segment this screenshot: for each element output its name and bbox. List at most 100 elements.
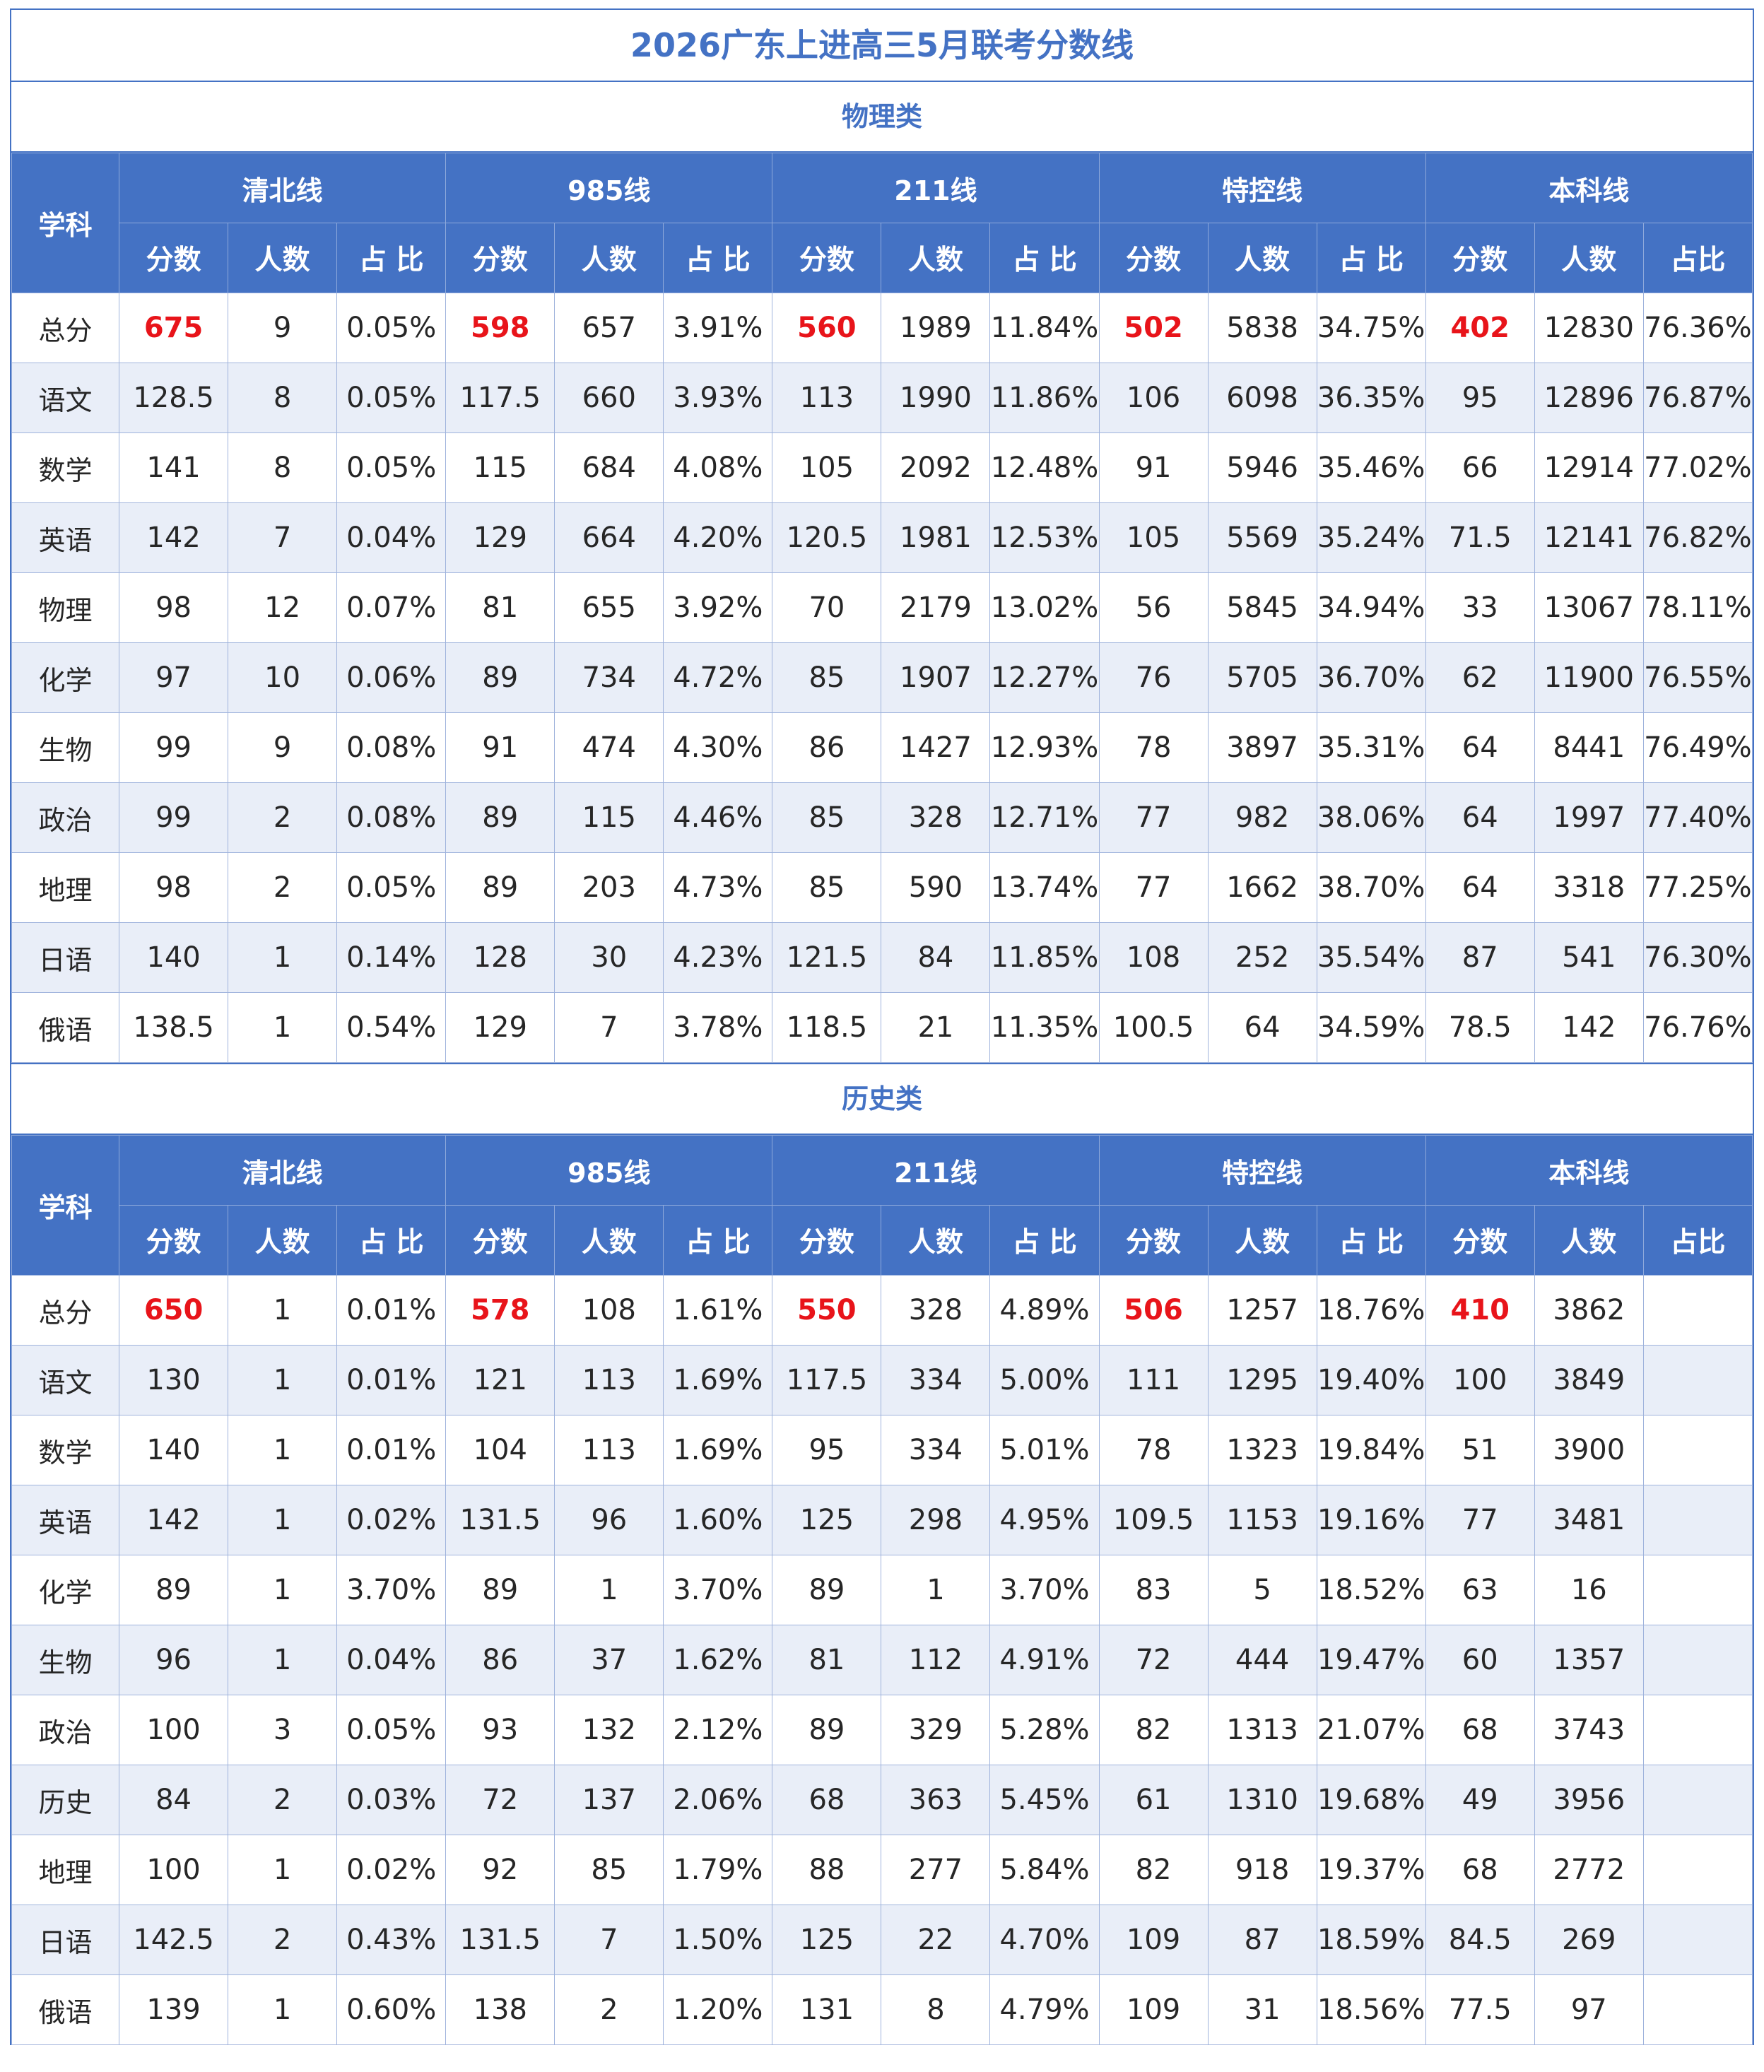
score-cell: 138.5 <box>119 992 229 1063</box>
ratio-cell: 2.06% <box>663 1765 773 1835</box>
score-cell: 410 <box>1425 1275 1535 1346</box>
ratio-cell: 3.70% <box>989 1555 1100 1625</box>
ratio-cell: 5.01% <box>989 1415 1100 1485</box>
table-row: 政治 99 2 0.08% 89 115 4.46% 85 328 12.71% 77 982 38.0… <box>11 782 1753 853</box>
subject-cell: 日语 <box>11 922 120 993</box>
table-row: 历史 84 2 0.03% 72 137 2.06% 68 363 5.45% 61 1310 19.6… <box>11 1765 1753 1835</box>
score-cell: 91 <box>1098 432 1209 503</box>
score-cell: 125 <box>772 1485 882 1555</box>
score-cell: 49 <box>1425 1765 1535 1835</box>
count-cell: 10 <box>228 642 338 713</box>
count-cell: 5845 <box>1207 572 1317 643</box>
count-cell: 7 <box>554 992 664 1063</box>
ratio-cell: 3.92% <box>663 572 773 643</box>
ratio-cell <box>1642 1555 1753 1625</box>
sub-header: 分数 <box>445 1205 555 1276</box>
score-cell: 77 <box>1098 782 1209 853</box>
score-cell: 97 <box>119 642 229 713</box>
score-cell: 85 <box>772 852 882 923</box>
count-cell: 5705 <box>1207 642 1317 713</box>
score-cell: 95 <box>1425 363 1535 433</box>
ratio-cell: 76.76% <box>1642 992 1753 1063</box>
score-cell: 51 <box>1425 1415 1535 1485</box>
section-title-history: 历史类 <box>11 1063 1753 1135</box>
ratio-cell: 0.03% <box>336 1765 447 1835</box>
table-row: 俄语 139 1 0.60% 138 2 1.20% 131 8 4.79% 109 31 18.56%… <box>11 1974 1753 2045</box>
subject-cell: 英语 <box>11 502 120 573</box>
group-header: 清北线 <box>119 1135 447 1206</box>
count-cell: 142 <box>1534 992 1644 1063</box>
subject-cell: 地理 <box>11 852 120 923</box>
score-cell: 100 <box>119 1835 229 1905</box>
count-cell: 8 <box>228 363 338 433</box>
ratio-cell: 5.00% <box>989 1345 1100 1415</box>
ratio-cell: 1.79% <box>663 1835 773 1905</box>
ratio-cell: 18.76% <box>1316 1275 1426 1346</box>
table-row: 日语 140 1 0.14% 128 30 4.23% 121.5 84 11.85% 108 252… <box>11 922 1753 993</box>
ratio-cell: 4.23% <box>663 922 773 993</box>
ratio-cell: 77.25% <box>1642 852 1753 923</box>
count-cell: 203 <box>554 852 664 923</box>
count-cell: 1997 <box>1534 782 1644 853</box>
sub-header: 分数 <box>772 223 882 293</box>
subject-cell: 数学 <box>11 432 120 503</box>
score-cell: 120.5 <box>772 502 882 573</box>
ratio-cell: 1.69% <box>663 1415 773 1485</box>
count-cell: 2 <box>228 852 338 923</box>
ratio-cell: 76.87% <box>1642 363 1753 433</box>
score-cell: 95 <box>772 1415 882 1485</box>
ratio-cell: 0.54% <box>336 992 447 1063</box>
group-header: 211线 <box>772 1135 1100 1206</box>
ratio-cell: 4.46% <box>663 782 773 853</box>
table-row: 生物 99 9 0.08% 91 474 4.30% 86 1427 12.93% 78 3897 35… <box>11 712 1753 783</box>
count-cell: 918 <box>1207 1835 1317 1905</box>
ratio-cell: 0.05% <box>336 432 447 503</box>
table-row: 化学 97 10 0.06% 89 734 4.72% 85 1907 12.27% 76 5705 3… <box>11 642 1753 713</box>
table-row: 总分 675 9 0.05% 598 657 3.91% 560 1989 11.84% 502 58… <box>11 293 1753 363</box>
subject-cell: 日语 <box>11 1905 120 1975</box>
ratio-cell: 35.24% <box>1316 502 1426 573</box>
score-cell: 91 <box>445 712 555 783</box>
score-cell: 84 <box>119 1765 229 1835</box>
subject-cell: 化学 <box>11 642 120 713</box>
ratio-cell: 19.16% <box>1316 1485 1426 1555</box>
ratio-cell <box>1642 1695 1753 1765</box>
count-cell: 1 <box>228 1625 338 1695</box>
count-cell: 22 <box>881 1905 991 1975</box>
count-cell: 660 <box>554 363 664 433</box>
score-cell: 72 <box>445 1765 555 1835</box>
count-cell: 328 <box>881 1275 991 1346</box>
sub-header: 分数 <box>772 1205 882 1276</box>
count-cell: 363 <box>881 1765 991 1835</box>
sub-header: 人数 <box>881 223 991 293</box>
score-cell: 98 <box>119 852 229 923</box>
count-cell: 1153 <box>1207 1485 1317 1555</box>
count-cell: 3956 <box>1534 1765 1644 1835</box>
count-cell: 2 <box>228 782 338 853</box>
score-cell: 142 <box>119 1485 229 1555</box>
score-cell: 128 <box>445 922 555 993</box>
score-cell: 85 <box>772 782 882 853</box>
count-cell: 734 <box>554 642 664 713</box>
score-cell: 56 <box>1098 572 1209 643</box>
ratio-cell <box>1642 1765 1753 1835</box>
score-cell: 92 <box>445 1835 555 1905</box>
count-cell: 112 <box>881 1625 991 1695</box>
subject-cell: 语文 <box>11 1345 120 1415</box>
ratio-cell: 4.72% <box>663 642 773 713</box>
score-cell: 139 <box>119 1974 229 2045</box>
score-cell: 89 <box>772 1555 882 1625</box>
ratio-cell: 13.02% <box>989 572 1100 643</box>
score-cell: 64 <box>1425 852 1535 923</box>
count-cell: 3900 <box>1534 1415 1644 1485</box>
group-header: 清北线 <box>119 153 447 223</box>
score-cell: 142.5 <box>119 1905 229 1975</box>
sub-header: 人数 <box>1207 1205 1317 1276</box>
count-cell: 2 <box>554 1974 664 2045</box>
score-cell: 63 <box>1425 1555 1535 1625</box>
ratio-cell: 1.62% <box>663 1625 773 1695</box>
ratio-cell: 19.84% <box>1316 1415 1426 1485</box>
score-cell: 138 <box>445 1974 555 2045</box>
count-cell: 298 <box>881 1485 991 1555</box>
score-cell: 131.5 <box>445 1485 555 1555</box>
